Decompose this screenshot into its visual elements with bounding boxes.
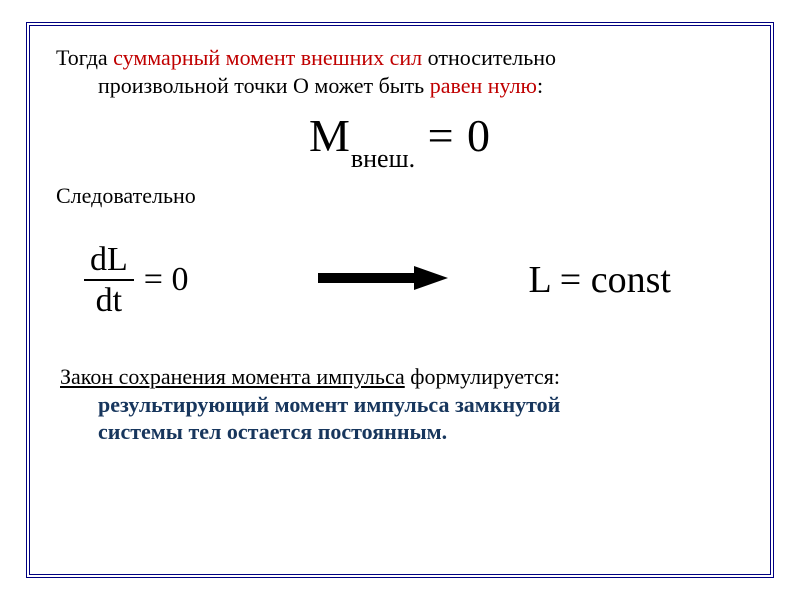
fraction: dL dt bbox=[84, 242, 134, 319]
fraction-bar bbox=[84, 279, 134, 281]
paragraph-intro: Тогда суммарный момент внешних сил относ… bbox=[56, 44, 744, 99]
law-statement-line2: системы тел остается постоянным. bbox=[98, 419, 447, 444]
content-frame: Тогда суммарный момент внешних сил относ… bbox=[26, 22, 774, 578]
equation-main: Мвнеш. = 0 bbox=[56, 109, 744, 168]
paragraph-therefore: Следовательно bbox=[56, 182, 744, 210]
arrow-icon bbox=[318, 266, 448, 295]
text: относительно bbox=[422, 45, 556, 70]
eq-rhs: = 0 bbox=[415, 110, 491, 161]
equation-const: L = const bbox=[528, 258, 670, 302]
text: произвольной точки О может быть bbox=[98, 73, 430, 98]
equation-rhs: = 0 bbox=[144, 261, 189, 299]
law-title-underline: Закон сохранения момента импульса bbox=[60, 364, 405, 389]
text: : bbox=[537, 73, 543, 98]
text-red: суммарный момент внешних сил bbox=[113, 45, 422, 70]
text: формулируется: bbox=[405, 364, 560, 389]
equation-text: Мвнеш. = 0 bbox=[309, 109, 491, 168]
fraction-denominator: dt bbox=[90, 283, 128, 319]
fraction-numerator: dL bbox=[84, 242, 134, 278]
eq-subscript: внеш. bbox=[351, 144, 415, 173]
eq-M: М bbox=[309, 110, 351, 161]
equation-row-2: dL dt = 0 L = const bbox=[84, 242, 744, 319]
paragraph-law: Закон сохранения момента импульса формул… bbox=[56, 363, 744, 446]
equation-fraction: dL dt = 0 bbox=[84, 242, 188, 319]
law-statement-line1: результирующий момент импульса замкнутой bbox=[98, 392, 560, 417]
text-red: равен нулю bbox=[430, 73, 537, 98]
text: Тогда bbox=[56, 45, 113, 70]
text: Следовательно bbox=[56, 183, 196, 208]
slide: Тогда суммарный момент внешних сил относ… bbox=[0, 0, 800, 600]
